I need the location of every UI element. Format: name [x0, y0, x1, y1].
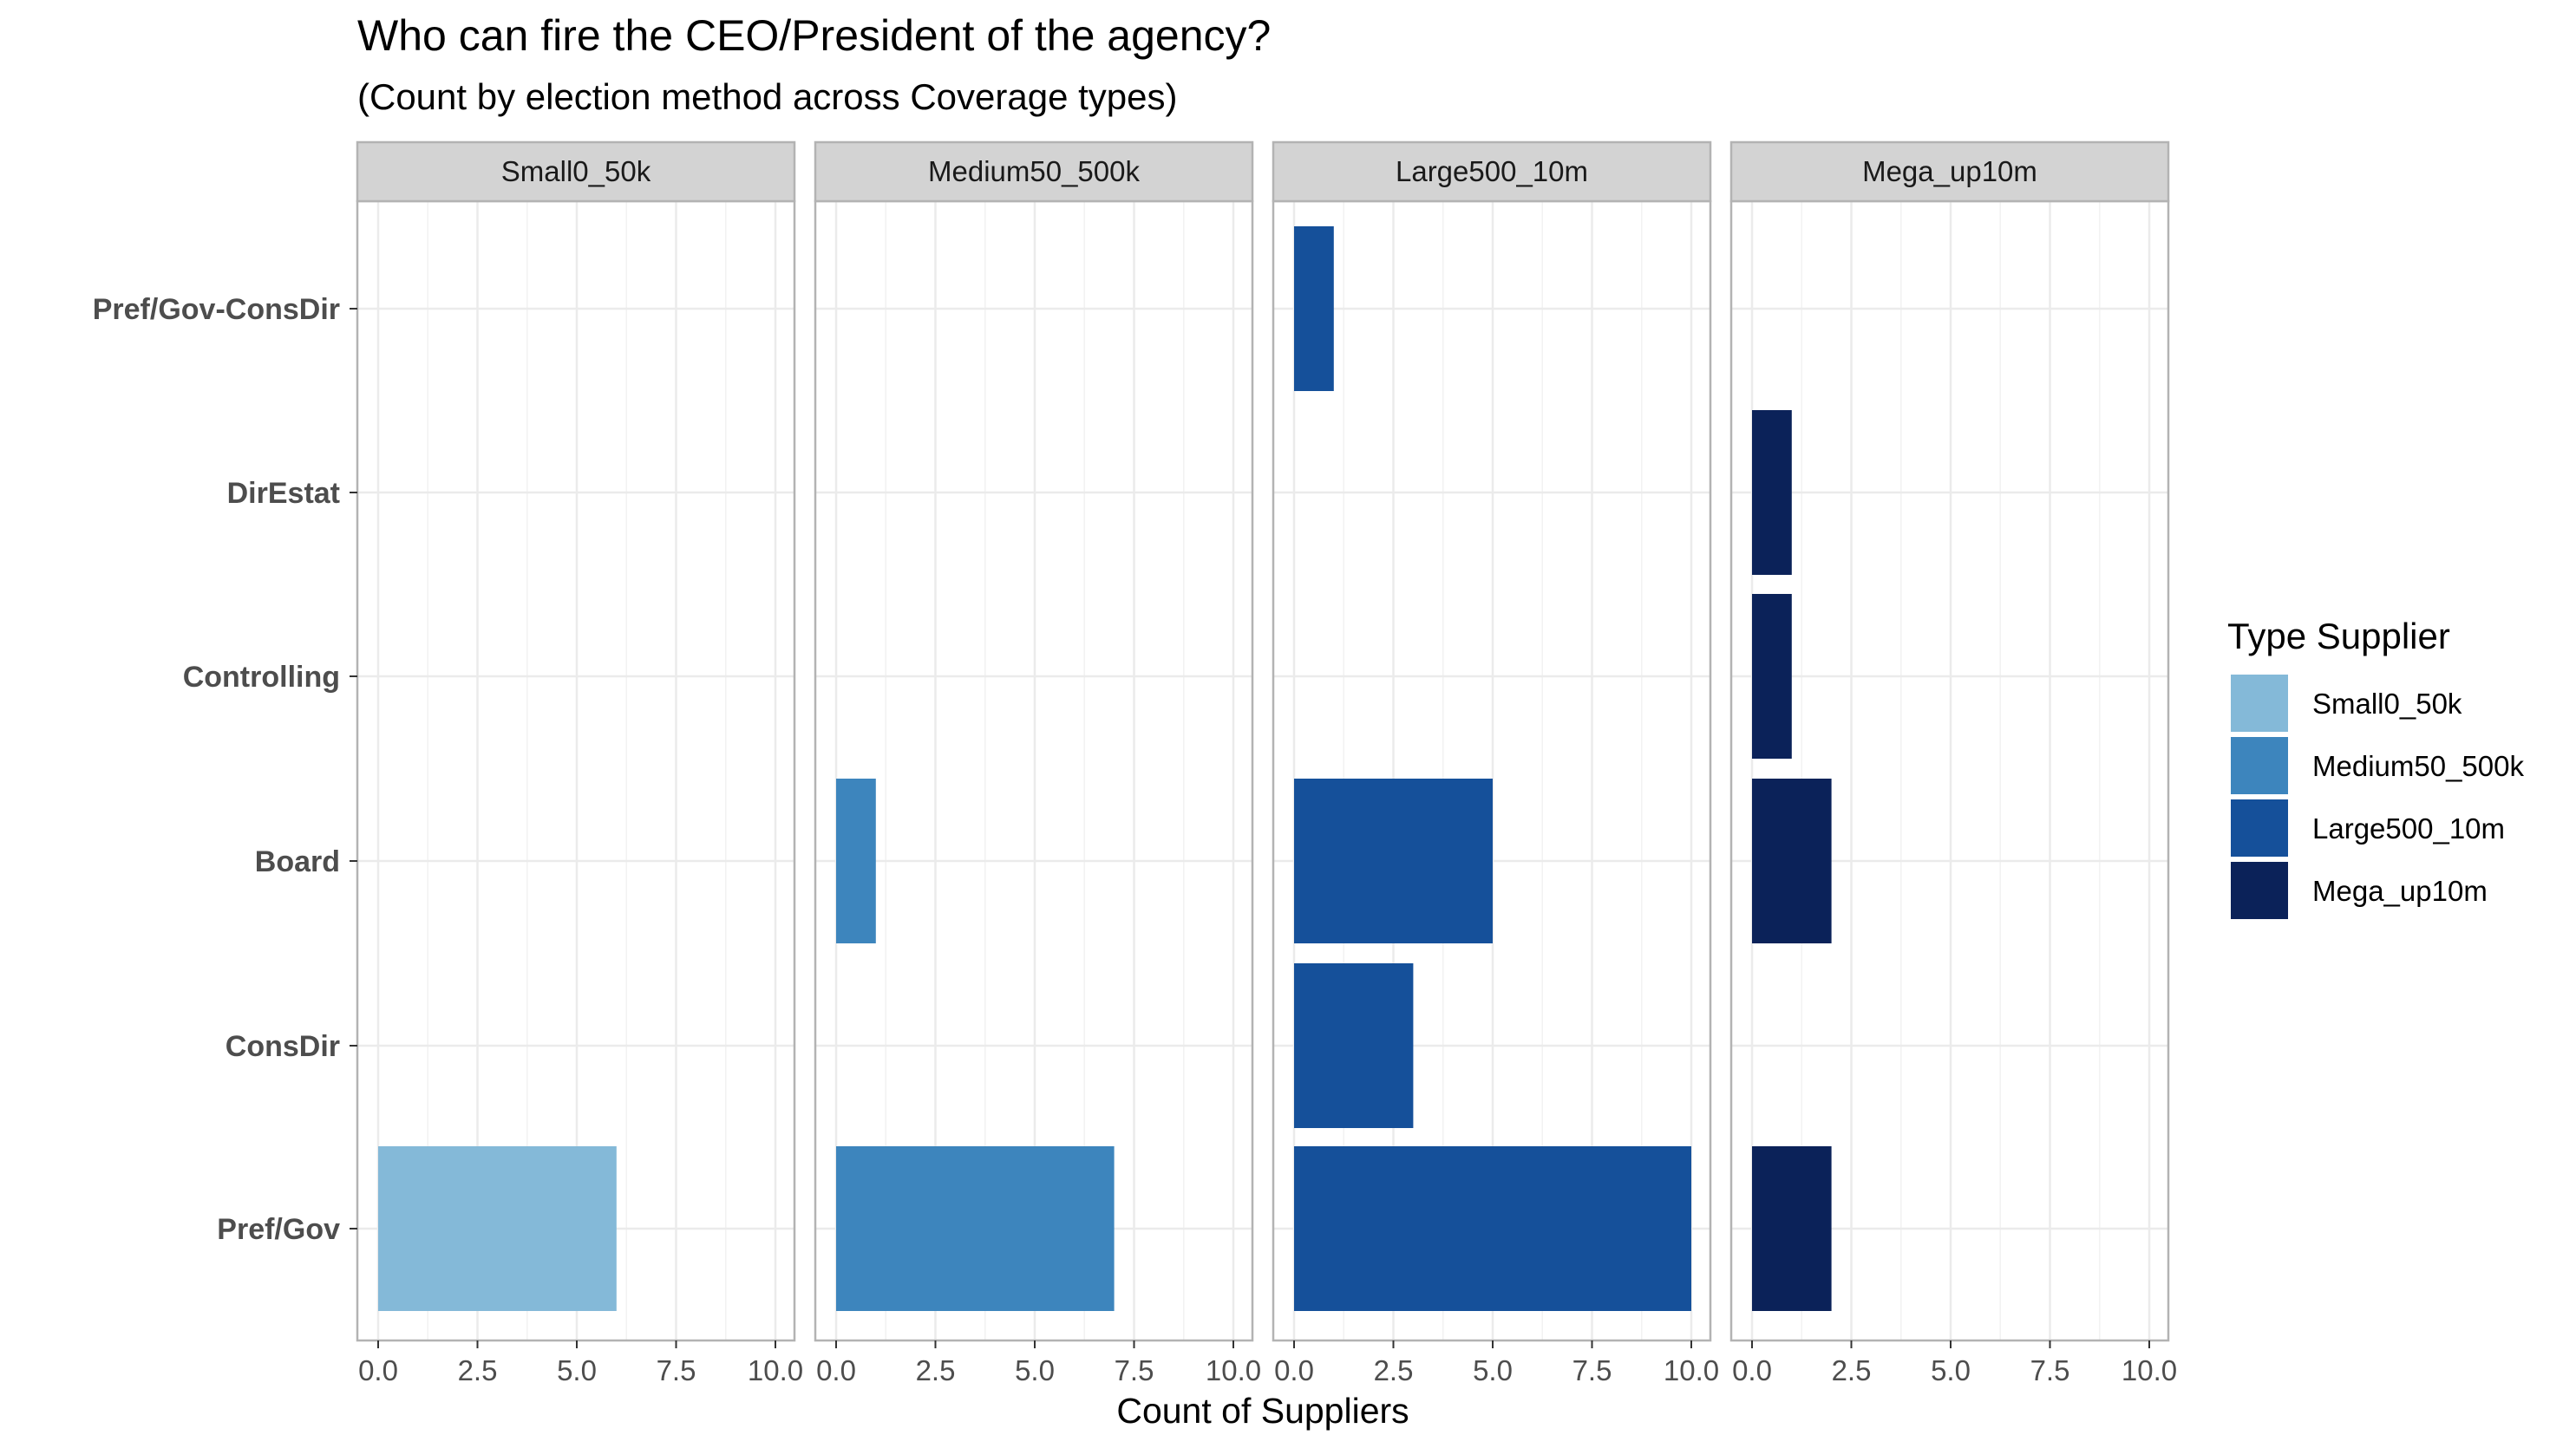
legend-key: [2231, 862, 2288, 919]
legend-key: [2231, 737, 2288, 794]
facet-strip-label: Medium50_500k: [928, 155, 1140, 187]
bar: [1752, 779, 1832, 943]
x-tick-label: 10.0: [748, 1354, 803, 1386]
x-tick-label: 5.0: [557, 1354, 597, 1386]
x-tick-label: 0.0: [358, 1354, 398, 1386]
bar: [1752, 594, 1792, 759]
chart-title: Who can fire the CEO/President of the ag…: [357, 11, 1271, 60]
y-tick-label: DirEstat: [227, 477, 340, 510]
bar: [1752, 1146, 1832, 1311]
facet-strip: [356, 140, 796, 203]
facet-strip-label: Large500_10m: [1396, 155, 1588, 187]
bar: [836, 779, 876, 943]
legend-key: [2231, 799, 2288, 857]
facet-panel: Medium50_500k 0.0 2.5 5.0 7.5 10.0: [814, 140, 1261, 1386]
x-axis-title: Count of Suppliers: [1116, 1391, 1409, 1431]
facet-strip: [1729, 140, 2170, 203]
facet-panels: Small0_50k 0.0 2.5 5.0 7.5 10.0 Medium50_500k 0…: [356, 140, 2177, 1386]
legend-title: Type Supplier: [2227, 616, 2450, 656]
x-tick-label: 10.0: [1664, 1354, 1719, 1386]
x-tick-label: 2.5: [458, 1354, 498, 1386]
bar: [378, 1146, 617, 1311]
bar: [1294, 226, 1334, 391]
x-tick-label: 10.0: [2122, 1354, 2177, 1386]
bar: [1294, 963, 1414, 1128]
x-tick-label: 5.0: [1015, 1354, 1055, 1386]
y-tick-label: Pref/Gov: [217, 1213, 340, 1246]
legend-label: Large500_10m: [2312, 812, 2505, 845]
x-tick-label: 0.0: [1732, 1354, 1772, 1386]
y-tick-label: ConsDir: [226, 1030, 340, 1063]
x-tick-label: 7.5: [1115, 1354, 1154, 1386]
facet-panel: Small0_50k 0.0 2.5 5.0 7.5 10.0: [356, 140, 803, 1386]
x-tick-label: 0.0: [1274, 1354, 1314, 1386]
bar: [1294, 1146, 1691, 1311]
legend-label: Mega_up10m: [2312, 875, 2488, 907]
facet-strip-label: Small0_50k: [501, 155, 651, 187]
facet-strip: [1272, 140, 1712, 203]
facet-strip: [814, 140, 1254, 203]
legend-key: [2231, 675, 2288, 732]
facet-panel: Large500_10m 0.0 2.5 5.0 7.5 10.0: [1272, 140, 1719, 1386]
y-axis: Pref/Gov-ConsDir DirEstat Controlling Board…: [93, 293, 357, 1246]
x-tick-label: 2.5: [1374, 1354, 1414, 1386]
x-tick-label: 5.0: [1473, 1354, 1513, 1386]
facet-strip-label: Mega_up10m: [1862, 155, 2037, 187]
bar: [1294, 779, 1493, 943]
chart-subtitle: (Count by election method across Coverag…: [357, 76, 1177, 117]
x-tick-label: 7.5: [1572, 1354, 1612, 1386]
y-tick-label: Board: [255, 845, 340, 878]
x-tick-label: 7.5: [657, 1354, 696, 1386]
x-tick-label: 2.5: [916, 1354, 956, 1386]
y-tick-label: Pref/Gov-ConsDir: [93, 293, 340, 326]
x-tick-label: 5.0: [1931, 1354, 1971, 1386]
x-tick-label: 0.0: [816, 1354, 856, 1386]
y-tick-label: Controlling: [183, 661, 340, 694]
bar: [836, 1146, 1115, 1311]
facet-panel: Mega_up10m 0.0 2.5 5.0 7.5 10.0: [1729, 140, 2177, 1386]
x-tick-label: 2.5: [1832, 1354, 1872, 1386]
legend-label: Small0_50k: [2312, 688, 2462, 720]
x-tick-label: 7.5: [2030, 1354, 2070, 1386]
legend: Type Supplier Small0_50k Medium50_500k Lar…: [2227, 616, 2524, 919]
x-tick-label: 10.0: [1206, 1354, 1261, 1386]
legend-label: Medium50_500k: [2312, 750, 2524, 782]
bar: [1752, 410, 1792, 575]
